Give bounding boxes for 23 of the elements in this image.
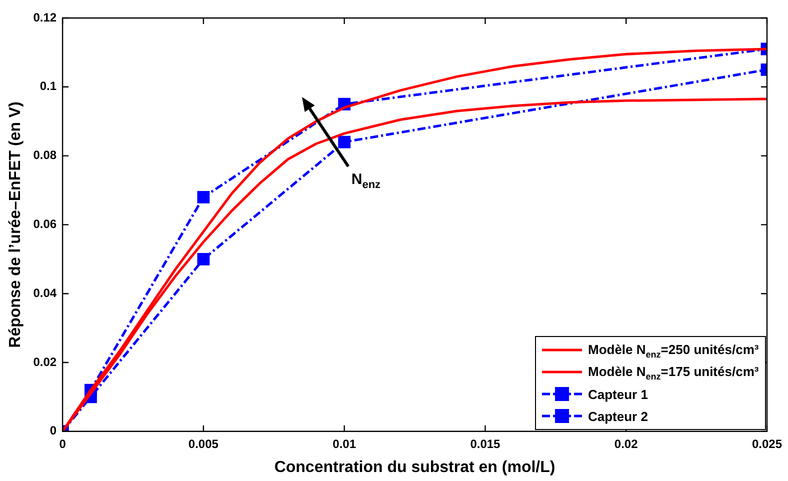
y-tick-label: 0.02 bbox=[33, 354, 57, 369]
x-tick-label: 0.025 bbox=[752, 436, 782, 451]
x-tick-label: 0 bbox=[59, 436, 66, 451]
legend-label: Capteur 1 bbox=[588, 386, 648, 402]
point bbox=[197, 252, 210, 266]
y-tick-label: 0.08 bbox=[33, 148, 57, 162]
point bbox=[338, 136, 351, 148]
x-tick-label: 0.005 bbox=[188, 436, 219, 451]
point bbox=[197, 190, 210, 204]
legend-label: Capteur 2 bbox=[588, 408, 648, 424]
legend-label: Modèle N$_{enz}$=175 unités/cm³ bbox=[588, 364, 759, 382]
x-tick-label: 0.01 bbox=[332, 436, 356, 451]
annotation: N$_{enz}$ bbox=[351, 170, 381, 191]
x-axis-title: Concentration du substrat en (mol/L) bbox=[274, 458, 556, 476]
y-tick-label: 0 bbox=[50, 424, 57, 438]
y-tick-label: 0.04 bbox=[33, 286, 57, 300]
x-tick-label: 0.015 bbox=[470, 436, 501, 451]
y-tick-label: 0.1 bbox=[40, 79, 57, 94]
legend-label: Modèle N$_{enz}$=250 unités/cm³ bbox=[588, 342, 759, 360]
x-tick-label: 0.02 bbox=[614, 436, 638, 451]
y-tick-label: 0.06 bbox=[33, 217, 57, 232]
y-axis-title: Réponse de l’urée–EnFET (en V) bbox=[7, 102, 24, 348]
y-tick-label: 0.12 bbox=[33, 10, 57, 24]
